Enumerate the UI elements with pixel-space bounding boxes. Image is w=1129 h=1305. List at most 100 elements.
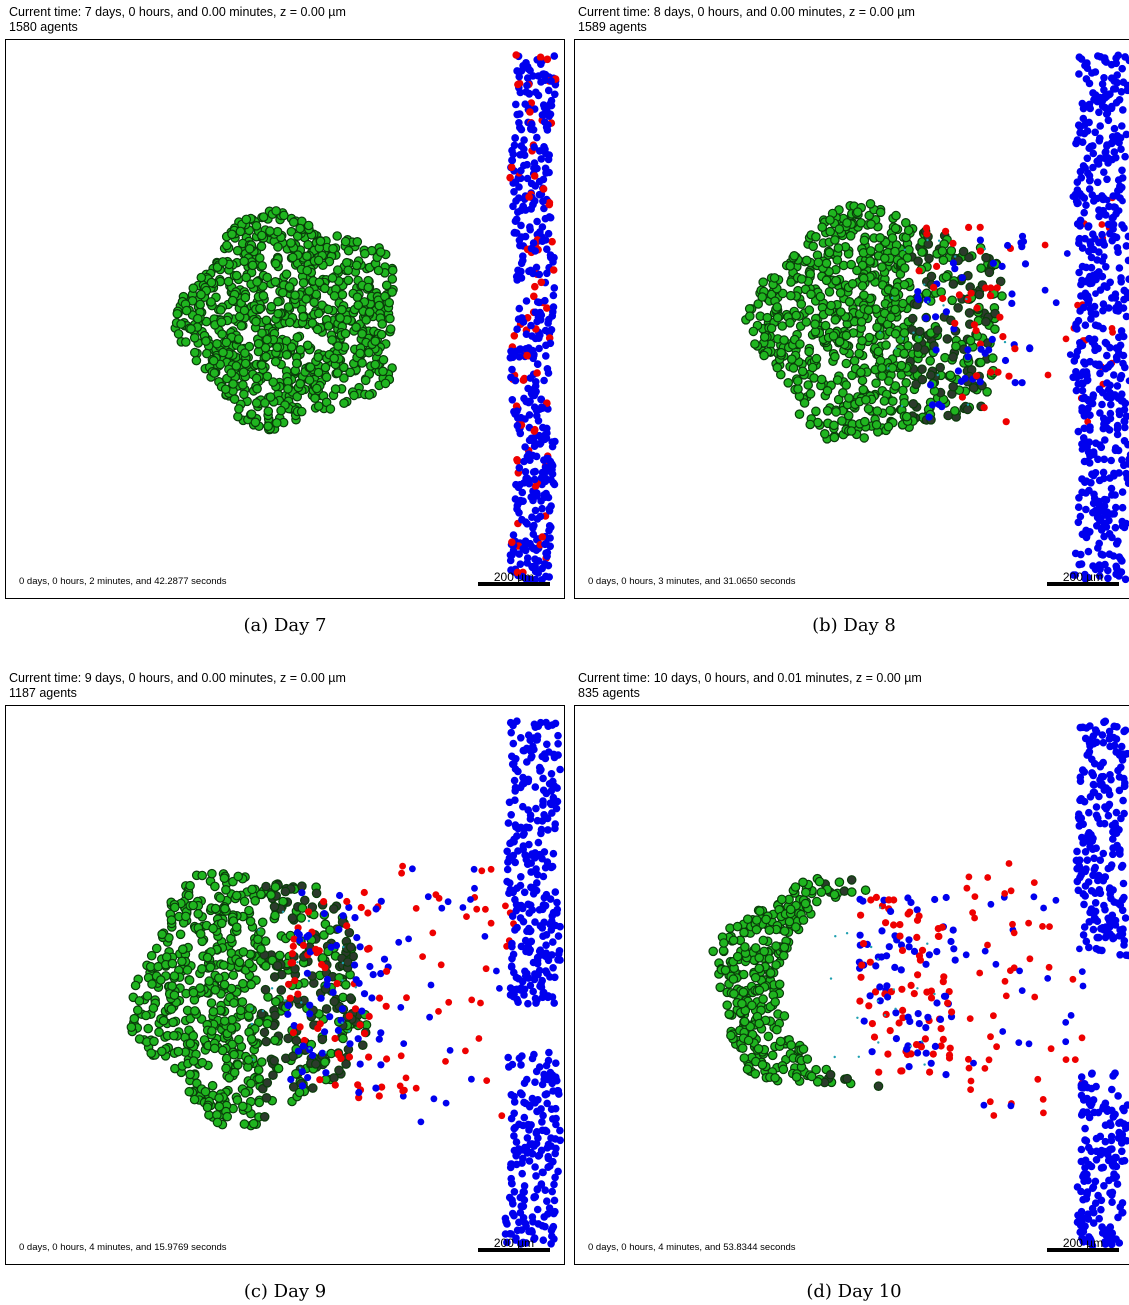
tumor-cell: [169, 1030, 179, 1041]
immune-cell: [913, 906, 921, 914]
tumor-cell: [197, 870, 207, 881]
immune-cell: [1112, 54, 1120, 62]
tumor-cell: [235, 1005, 246, 1016]
immune-cell: [520, 985, 529, 994]
tumor-cell: [212, 1117, 223, 1128]
immune-cell: [284, 1010, 292, 1018]
tumor-cell: [175, 929, 186, 940]
immune-cell: [539, 423, 547, 432]
tumor-cell: [257, 917, 268, 928]
immune-cell: [1082, 505, 1090, 514]
immune-cell: [1085, 438, 1093, 447]
immune-cell: [965, 1064, 973, 1072]
immune-cell: [1074, 427, 1083, 436]
immune-cell: [522, 345, 530, 353]
immune-cell: [397, 1004, 405, 1011]
tumor-cell: [877, 371, 887, 381]
tumor-cell: [330, 384, 341, 394]
immune-cell: [538, 468, 547, 477]
tumor-cell: [329, 291, 340, 301]
tumor-cell: [343, 275, 354, 286]
immune-cell: [1114, 537, 1122, 546]
immune-cell: [955, 291, 963, 299]
immune-cell: [372, 905, 380, 913]
immune-cell: [1096, 369, 1104, 378]
immune-cell: [511, 1123, 519, 1132]
immune-cell: [294, 990, 302, 998]
immune-cell: [538, 1168, 547, 1177]
tumor-cell: [899, 328, 910, 338]
tumor-cell: [830, 235, 840, 245]
immune-cell: [548, 312, 557, 320]
tumor-cell: [270, 258, 281, 269]
tumor-cell: [261, 1036, 271, 1047]
tumor-cell: [801, 317, 812, 327]
tumor-cell: [231, 270, 242, 281]
immune-cell: [533, 870, 542, 879]
tumor-cell: [208, 355, 219, 366]
tumor-cell: [193, 313, 203, 324]
immune-cell: [510, 332, 519, 340]
immune-cell: [1078, 386, 1087, 395]
immune-cell: [306, 1010, 314, 1018]
tumor-cell: [185, 1069, 195, 1080]
immune-cell: [515, 72, 523, 81]
immune-cell: [914, 288, 922, 296]
immune-cell: [546, 339, 555, 348]
immune-cell: [541, 493, 549, 502]
tumor-cell: [726, 1030, 736, 1041]
tumor-cell: [742, 1064, 753, 1074]
immune-cell: [523, 452, 532, 461]
tumor-cell: [184, 1086, 195, 1097]
immune-cell: [1040, 1109, 1047, 1117]
tumor-cell: [815, 291, 826, 302]
tumor-cell: [284, 317, 295, 328]
immune-cell: [518, 515, 526, 524]
tumor-cell: [838, 387, 848, 398]
immune-cell: [519, 252, 527, 260]
immune-cell: [533, 298, 542, 306]
tumor-cell: [890, 381, 901, 391]
tumor-cell: [270, 996, 281, 1007]
particle: [298, 1066, 302, 1070]
tumor-cell: [750, 1068, 761, 1079]
immune-cell: [540, 811, 548, 819]
immune-cell: [517, 142, 526, 150]
tumor-cell: [374, 300, 384, 311]
tumor-cell: [207, 1080, 218, 1091]
tumor-cell: [148, 1003, 159, 1013]
immune-cell: [1079, 982, 1087, 990]
immune-cell: [1086, 357, 1094, 366]
tumor-cell: [147, 979, 157, 989]
immune-cell: [507, 1114, 516, 1123]
immune-cell: [514, 208, 522, 216]
immune-cell: [976, 223, 984, 231]
tumor-cell: [790, 882, 801, 892]
immune-cell: [554, 731, 562, 740]
immune-cell: [515, 194, 523, 202]
particle: [983, 247, 987, 251]
immune-cell: [343, 922, 351, 930]
immune-cell: [508, 954, 516, 963]
tumor-cell: [206, 277, 217, 288]
immune-cell: [550, 999, 558, 1007]
tumor-cell: [754, 953, 764, 963]
tumor-cell: [221, 1063, 231, 1074]
tumor-cell: [277, 287, 288, 298]
tumor-cell: [228, 970, 239, 980]
immune-cell: [303, 969, 311, 977]
immune-cell: [527, 883, 535, 892]
tumor-cell: [234, 1034, 244, 1045]
immune-cell: [1073, 136, 1082, 144]
immune-cell: [537, 395, 545, 404]
immune-cell: [922, 1049, 930, 1057]
tumor-cell: [865, 246, 876, 256]
tumor-cell: [190, 1006, 200, 1016]
immune-cell: [1075, 70, 1083, 78]
immune-cell: [942, 227, 950, 235]
immune-cell: [1008, 290, 1016, 298]
immune-cell: [1111, 446, 1120, 455]
immune-cell: [539, 404, 547, 412]
tumor-cell: [217, 1045, 228, 1056]
immune-cell: [549, 1087, 557, 1095]
